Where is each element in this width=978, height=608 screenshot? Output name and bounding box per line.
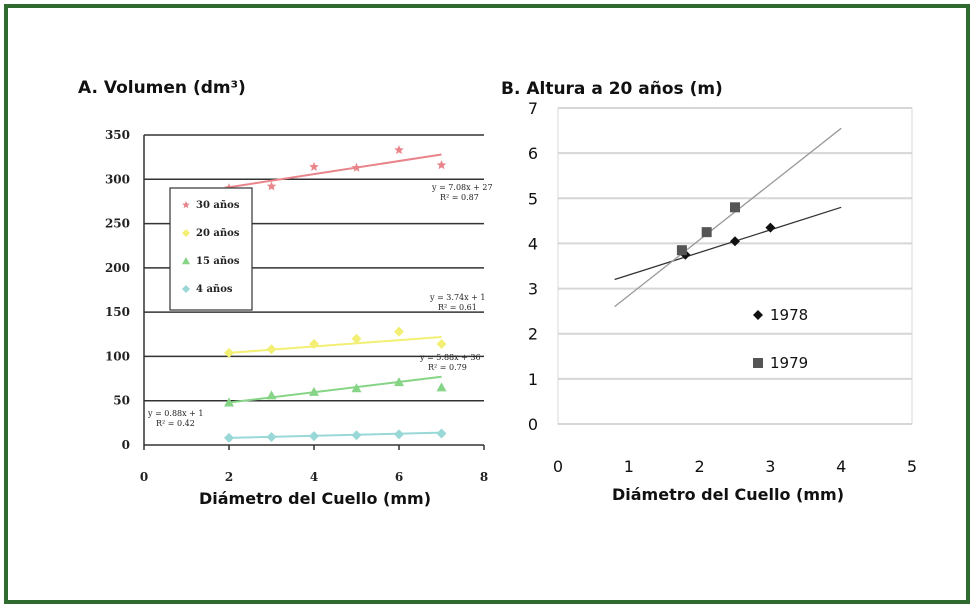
chart-a-points	[224, 145, 447, 443]
chart-a-point	[309, 339, 319, 349]
chart-a-point	[266, 344, 277, 355]
chart-a-equation: y = 5.88x + 36	[419, 353, 481, 362]
chart-b-point	[765, 222, 776, 233]
chart-a-xtick-label: 0	[140, 470, 148, 484]
chart-a-point	[436, 428, 447, 439]
chart-a-equation: y = 7.08x + 27	[431, 183, 493, 192]
chart-a-ytick-label: 50	[113, 394, 130, 408]
chart-b-point	[730, 236, 740, 247]
chart-b-trendline	[614, 127, 842, 308]
chart-b-ytick-label: 7	[528, 99, 538, 118]
chart-b-legend-marker	[753, 358, 763, 368]
chart-b-title: B. Altura a 20 años (m)	[501, 79, 723, 99]
chart-b-point	[730, 202, 740, 213]
chart-b-points	[676, 202, 776, 260]
chart-a-point	[266, 432, 277, 442]
chart-a-point	[351, 383, 362, 393]
chart-a-trendlines	[228, 153, 442, 439]
chart-a-legend-marker	[182, 257, 190, 265]
chart-a-xtick-label: 8	[480, 470, 488, 484]
chart-b-legend: 1978 1979	[753, 306, 808, 372]
chart-a-r2: R² = 0.79	[428, 363, 467, 372]
chart-b-xlabel: Diámetro del Cuello (mm)	[612, 485, 844, 504]
chart-a: A. Volumen (dm³) 0 50 100 150 200 250 300 350 0 2…	[78, 78, 493, 508]
chart-b-ytick-label: 6	[528, 144, 538, 163]
chart-b-legend-label: 1979	[770, 354, 808, 372]
chart-b-xtick-label: 0	[553, 457, 563, 476]
chart-a-point	[394, 377, 404, 387]
chart-a-legend-label: 4 años	[196, 284, 233, 295]
chart-a-ytick-label: 200	[105, 261, 130, 275]
chart-a-ytick-label: 350	[105, 128, 130, 142]
chart-a-ytick-label: 250	[105, 217, 130, 231]
chart-a-xtick-label: 2	[225, 470, 233, 484]
chart-b-trendlines	[614, 127, 842, 308]
chart-a-ytick-label: 0	[122, 438, 130, 452]
chart-b-point	[701, 227, 712, 238]
chart-a-point	[436, 382, 447, 392]
chart-b-xtick-label: 2	[695, 457, 705, 476]
chart-a-equation: y = 0.88x + 1	[147, 409, 204, 418]
chart-a-point	[436, 160, 447, 170]
chart-a-ticks: 0 50 100 150 200 250 300 350 0 2 4 6 8	[105, 128, 488, 484]
chart-a-point	[351, 162, 362, 172]
chart-a-ytick-label: 300	[105, 172, 130, 186]
chart-b-point	[676, 245, 687, 256]
chart-a-point	[224, 347, 234, 358]
chart-a-point	[224, 397, 234, 407]
chart-a-point	[266, 390, 277, 400]
chart-b-ytick-label: 4	[528, 234, 538, 253]
chart-a-legend-marker	[182, 285, 190, 293]
chart-a-point	[309, 161, 319, 171]
chart-a-point	[394, 429, 404, 440]
chart-b-plot-area	[557, 107, 913, 425]
chart-b-legend-marker	[753, 310, 763, 320]
chart-a-trendline	[228, 335, 442, 354]
chart-a-ytick-label: 100	[105, 349, 130, 363]
chart-b-xtick-label: 1	[624, 457, 634, 476]
chart-a-legend-marker	[182, 201, 190, 209]
chart-a-trendline	[228, 431, 442, 439]
chart-a-point	[351, 430, 362, 441]
chart-a-trendline	[228, 153, 442, 189]
chart-a-legend-label: 30 años	[196, 200, 240, 211]
chart-a-point	[394, 145, 404, 155]
chart-b-xtick-label: 5	[907, 457, 917, 476]
chart-a-xtick-label: 6	[395, 470, 403, 484]
chart-b-ytick-label: 3	[528, 280, 538, 299]
chart-a-ytick-label: 150	[105, 305, 130, 319]
chart-a-legend-label: 15 años	[196, 256, 240, 267]
chart-a-r2: R² = 0.87	[440, 193, 479, 202]
chart-a-xlabel: Diámetro del Cuello (mm)	[199, 489, 431, 508]
chart-a-trendline	[228, 375, 442, 404]
chart-a-point	[309, 386, 319, 396]
chart-b-legend-label: 1978	[770, 306, 808, 324]
chart-a-point	[351, 333, 362, 344]
chart-a-point	[266, 181, 277, 191]
chart-a-point	[436, 339, 447, 349]
chart-b-ytick-label: 0	[528, 415, 538, 434]
chart-a-point	[224, 432, 234, 443]
chart-a-point	[309, 431, 319, 442]
chart-b-ytick-label: 2	[528, 325, 538, 344]
chart-a-legend-marker	[182, 229, 190, 237]
chart-b: B. Altura a 20 años (m) 0 1 2 3 4 5 6 7 0 1 2 3 4 5 1…	[501, 79, 917, 504]
chart-b-ytick-label: 5	[528, 189, 538, 208]
chart-b-xtick-label: 4	[836, 457, 846, 476]
chart-a-title: A. Volumen (dm³)	[78, 78, 246, 98]
chart-b-ticks: 0 1 2 3 4 5 6 7 0 1 2 3 4 5	[528, 99, 917, 476]
chart-a-r2: R² = 0.61	[438, 303, 477, 312]
chart-a-legend: 30 años 20 años 15 años 4 años	[169, 187, 253, 311]
chart-a-r2: R² = 0.42	[156, 419, 195, 428]
chart-b-trendline	[614, 206, 842, 281]
chart-a-xtick-label: 4	[310, 470, 318, 484]
chart-b-xtick-label: 3	[765, 457, 775, 476]
chart-a-point	[394, 326, 404, 337]
chart-b-ytick-label: 1	[528, 370, 538, 389]
chart-a-equation: y = 3.74x + 1	[429, 293, 486, 302]
chart-a-legend-label: 20 años	[196, 228, 240, 239]
